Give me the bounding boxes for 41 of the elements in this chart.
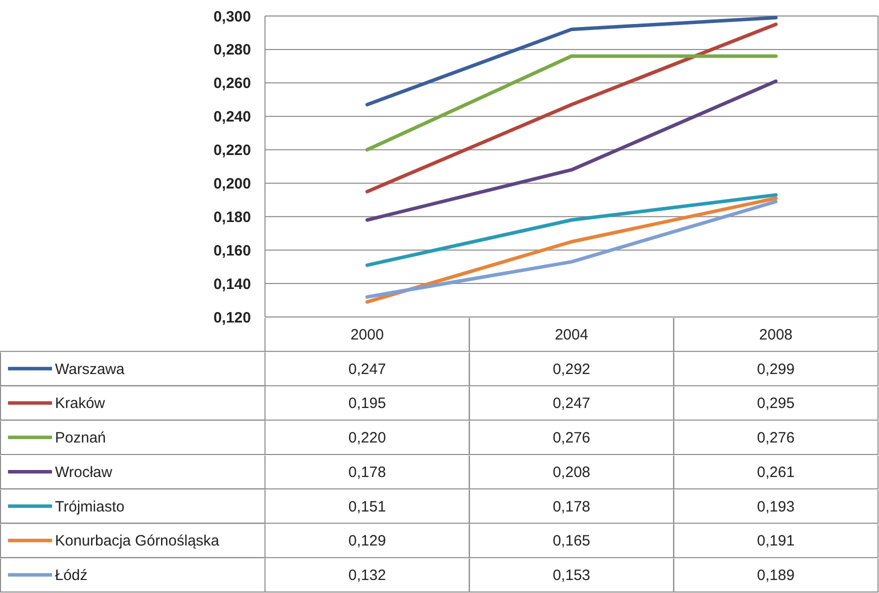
data-label: 0,129 [348,532,386,550]
y-tick-label: 0,200 [213,175,251,192]
legend-label: Wrocław [55,464,112,481]
data-label: 0,208 [552,464,590,481]
data-label: 0,276 [552,430,590,447]
data-label: 0,151 [348,498,386,516]
legend-label: Trójmiasto [55,498,124,516]
data-label: 0,295 [757,395,795,412]
y-tick-label: 0,220 [213,142,251,160]
data-label: 0,276 [757,430,795,447]
legend-label: Poznań [55,430,106,447]
data-label: 0,165 [552,532,590,550]
legend-label: Warszawa [55,360,126,378]
y-tick-label: 0,160 [213,242,251,260]
y-tick-label: 0,260 [213,75,251,92]
x-tick-label: 2000 [350,326,384,344]
data-label: 0,153 [552,567,590,584]
legend-label: Łódź [55,567,88,584]
x-tick-label: 2004 [554,326,588,344]
data-label: 0,292 [552,360,590,378]
y-tick-label: 0,140 [213,276,251,293]
legend-label: Konurbacja Górnośląska [55,532,220,550]
y-tick-label: 0,300 [213,8,251,26]
x-tick-label: 2008 [759,326,793,344]
data-label: 0,299 [757,360,795,378]
data-label: 0,220 [348,430,386,447]
data-label: 0,261 [757,464,795,481]
data-label: 0,247 [552,395,590,412]
y-tick-label: 0,280 [213,42,251,59]
y-tick-label: 0,180 [213,208,251,226]
data-label: 0,247 [348,360,386,378]
data-label: 0,189 [757,567,795,584]
data-label: 0,191 [757,532,795,550]
y-tick-label: 0,120 [213,309,251,326]
data-label: 0,178 [348,464,386,481]
data-label: 0,132 [348,567,386,584]
data-label: 0,178 [552,498,590,516]
data-label: 0,195 [348,395,386,412]
y-tick-label: 0,240 [213,108,251,126]
data-label: 0,193 [757,498,795,516]
legend-label: Kraków [55,395,106,412]
